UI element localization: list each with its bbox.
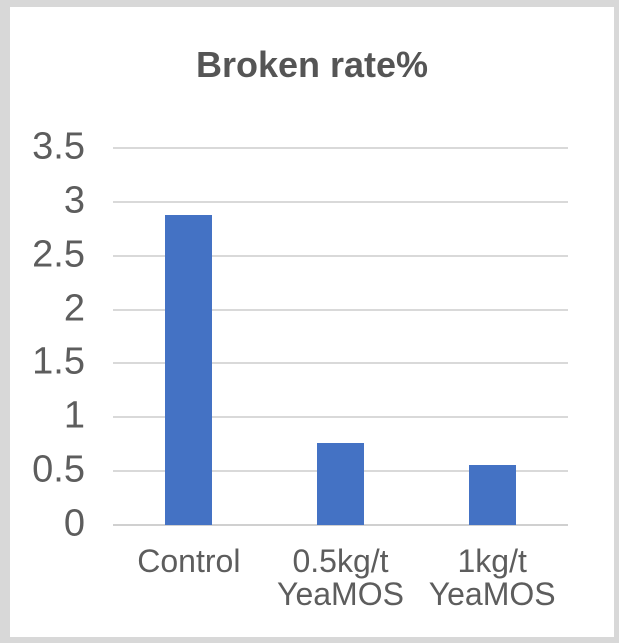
y-gridline [113,362,568,365]
y-tick-label: 1.5 [32,341,85,384]
y-tick-label: 2 [63,287,85,330]
y-tick-label: 3 [63,179,85,222]
bar [317,443,364,525]
y-gridline [113,308,568,311]
bar-chart: Broken rate% 0 0.5 1 1.5 2 2.5 3 3.5 Control 0.5k… [10,7,614,637]
x-category-label: Control [137,543,241,579]
bar [165,214,213,525]
x-axis-line [113,524,568,526]
x-category-label: 0.5kg/t YeaMOS [277,543,404,612]
y-tick-label: 0.5 [32,448,85,491]
plot-area: 0 0.5 1 1.5 2 2.5 3 3.5 Control 0.5kg/t YeaMOS 1kg… [32,126,568,611]
y-tick-label: 3.5 [32,125,85,168]
bar [468,464,516,525]
y-gridline [113,147,568,149]
y-tick-label: 0 [63,502,85,545]
y-gridline [113,254,568,257]
y-tick-label: 1 [63,394,85,437]
y-gridline [113,200,568,203]
y-tick-label: 2.5 [32,233,85,276]
y-gridline [113,416,568,419]
chart-title: Broken rate% [195,44,429,85]
x-category-label: 1kg/t YeaMOS [428,543,556,612]
